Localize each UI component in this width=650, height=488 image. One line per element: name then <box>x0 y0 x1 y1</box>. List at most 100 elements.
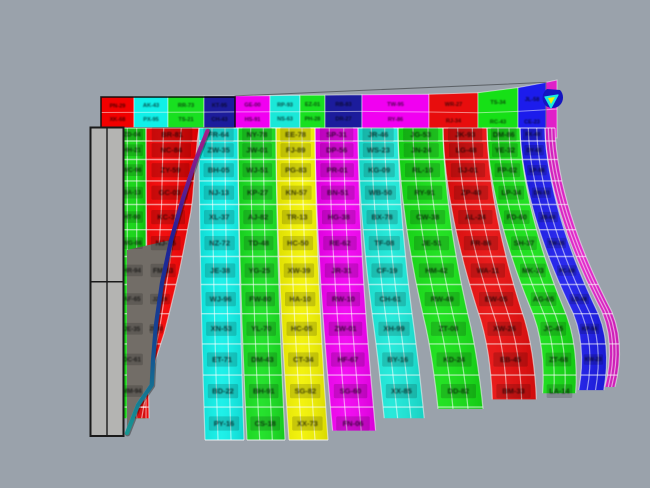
svg-text:BA-13: BA-13 <box>123 190 141 197</box>
svg-text:FP-02: FP-02 <box>497 166 517 175</box>
svg-text:AF-65: AF-65 <box>123 296 141 303</box>
svg-text:KW-23: KW-23 <box>585 357 602 363</box>
svg-text:SH-37: SH-37 <box>514 238 535 247</box>
svg-text:KG-09: KG-09 <box>368 166 390 175</box>
svg-text:LD-48: LD-48 <box>572 297 587 303</box>
svg-text:NY-78: NY-78 <box>247 130 268 139</box>
svg-text:CW-38: CW-38 <box>416 213 439 222</box>
svg-text:ZW-35: ZW-35 <box>207 146 229 155</box>
svg-text:CF-19: CF-19 <box>377 266 398 275</box>
svg-text:HH-21: HH-21 <box>123 147 141 154</box>
svg-text:NZ-72: NZ-72 <box>209 239 230 248</box>
svg-text:NJ-13: NJ-13 <box>209 188 229 197</box>
svg-text:PG-83: PG-83 <box>285 166 307 175</box>
svg-text:HC-05: HC-05 <box>291 324 313 333</box>
svg-text:PX-95: PX-95 <box>143 117 159 123</box>
svg-text:EZ-01: EZ-01 <box>305 102 320 108</box>
svg-text:GE-00: GE-00 <box>244 103 260 109</box>
svg-text:LG-48: LG-48 <box>455 146 476 155</box>
svg-text:TW-35: TW-35 <box>548 241 564 247</box>
svg-text:HG-38: HG-38 <box>328 213 350 222</box>
svg-text:ZT-08: ZT-08 <box>439 324 459 333</box>
svg-text:SG-82: SG-82 <box>294 387 316 396</box>
svg-text:BR-81: BR-81 <box>161 130 183 139</box>
svg-text:FR-86: FR-86 <box>470 239 491 248</box>
svg-text:KN-57: KN-57 <box>286 188 308 197</box>
svg-text:RL-10: RL-10 <box>412 166 433 175</box>
svg-text:MK-33: MK-33 <box>522 266 544 275</box>
svg-text:MM-94: MM-94 <box>122 388 142 395</box>
svg-text:ET-71: ET-71 <box>212 355 232 364</box>
svg-text:NS-63: NS-63 <box>277 117 293 123</box>
svg-text:AG-65: AG-65 <box>533 294 555 303</box>
svg-text:PR-01: PR-01 <box>327 166 348 175</box>
svg-text:KD-24: KD-24 <box>443 355 466 364</box>
svg-text:KP-27: KP-27 <box>247 188 268 197</box>
svg-text:CT-34: CT-34 <box>293 355 314 364</box>
svg-text:TW-95: TW-95 <box>387 102 404 108</box>
svg-text:PH-28: PH-28 <box>305 117 321 123</box>
svg-text:DN-93: DN-93 <box>534 190 550 196</box>
svg-text:HT-90: HT-90 <box>124 214 141 221</box>
svg-text:TS-34: TS-34 <box>490 100 506 106</box>
svg-text:ZT-68: ZT-68 <box>549 355 568 364</box>
svg-text:BX-78: BX-78 <box>371 213 392 222</box>
svg-text:LP-34: LP-34 <box>501 188 522 197</box>
svg-text:XX-85: XX-85 <box>391 387 412 396</box>
svg-text:JR-31: JR-31 <box>331 266 351 275</box>
svg-text:DR-27: DR-27 <box>335 117 351 123</box>
svg-text:WS-23: WS-23 <box>367 146 390 155</box>
svg-text:HS-91: HS-91 <box>245 117 261 123</box>
svg-text:RW-49: RW-49 <box>431 295 454 304</box>
svg-text:CS-18: CS-18 <box>255 419 276 428</box>
svg-text:FX-40: FX-40 <box>525 132 540 138</box>
svg-text:XW-26: XW-26 <box>493 324 516 333</box>
svg-text:HR-94: HR-94 <box>123 268 141 275</box>
svg-text:FJ-89: FJ-89 <box>286 146 306 155</box>
svg-text:EW-05: EW-05 <box>485 295 508 304</box>
svg-text:KT-95: KT-95 <box>212 103 227 109</box>
svg-text:JE-51: JE-51 <box>422 239 442 248</box>
svg-text:YG-25: YG-25 <box>249 266 271 275</box>
svg-text:WB-50: WB-50 <box>369 188 392 197</box>
svg-text:JR-46: JR-46 <box>368 130 388 139</box>
svg-text:YL-70: YL-70 <box>251 324 271 333</box>
svg-text:TR-13: TR-13 <box>287 213 308 222</box>
svg-text:FR-64: FR-64 <box>208 130 230 139</box>
svg-text:XX-73: XX-73 <box>297 419 318 428</box>
svg-text:JE-35: JE-35 <box>124 326 141 333</box>
svg-text:PN-29: PN-29 <box>110 103 126 109</box>
svg-text:RE-62: RE-62 <box>329 239 350 248</box>
svg-text:DM-43: DM-43 <box>251 355 274 364</box>
svg-text:KP-56: KP-56 <box>582 327 598 333</box>
svg-text:RC-43: RC-43 <box>490 119 506 125</box>
svg-text:RW-10: RW-10 <box>332 295 355 304</box>
svg-text:DD-82: DD-82 <box>448 387 470 396</box>
svg-text:SJ-01: SJ-01 <box>458 166 478 175</box>
svg-text:DC-61: DC-61 <box>123 356 141 363</box>
svg-text:EE-78: EE-78 <box>285 130 306 139</box>
svg-text:GC-03: GC-03 <box>159 188 181 197</box>
svg-text:ZD-04: ZD-04 <box>123 132 141 139</box>
svg-text:JK-93: JK-93 <box>455 130 475 139</box>
svg-text:BN-51: BN-51 <box>327 188 349 197</box>
svg-text:CH-61: CH-61 <box>379 295 401 304</box>
svg-text:XK-68: XK-68 <box>110 117 126 123</box>
svg-text:WG-86: WG-86 <box>122 240 142 247</box>
svg-text:WC-96: WC-96 <box>122 167 142 174</box>
svg-text:WJ-96: WJ-96 <box>210 295 232 304</box>
svg-text:JG-53: JG-53 <box>410 130 431 139</box>
svg-text:RY-86: RY-86 <box>388 117 403 123</box>
svg-text:FN-06: FN-06 <box>343 419 364 428</box>
svg-text:TF-08: TF-08 <box>374 239 394 248</box>
svg-text:NC-84: NC-84 <box>160 146 183 155</box>
svg-text:JE-38: JE-38 <box>210 266 230 275</box>
svg-text:BY-16: BY-16 <box>387 355 408 364</box>
svg-text:FD-60: FD-60 <box>507 212 527 221</box>
svg-text:AJ-82: AJ-82 <box>248 213 268 222</box>
svg-text:PC-59: PC-59 <box>559 268 575 274</box>
svg-text:RJ-34: RJ-34 <box>446 118 462 124</box>
svg-text:BH-91: BH-91 <box>253 387 275 396</box>
svg-text:HA-10: HA-10 <box>289 295 311 304</box>
svg-text:BH-05: BH-05 <box>208 166 230 175</box>
